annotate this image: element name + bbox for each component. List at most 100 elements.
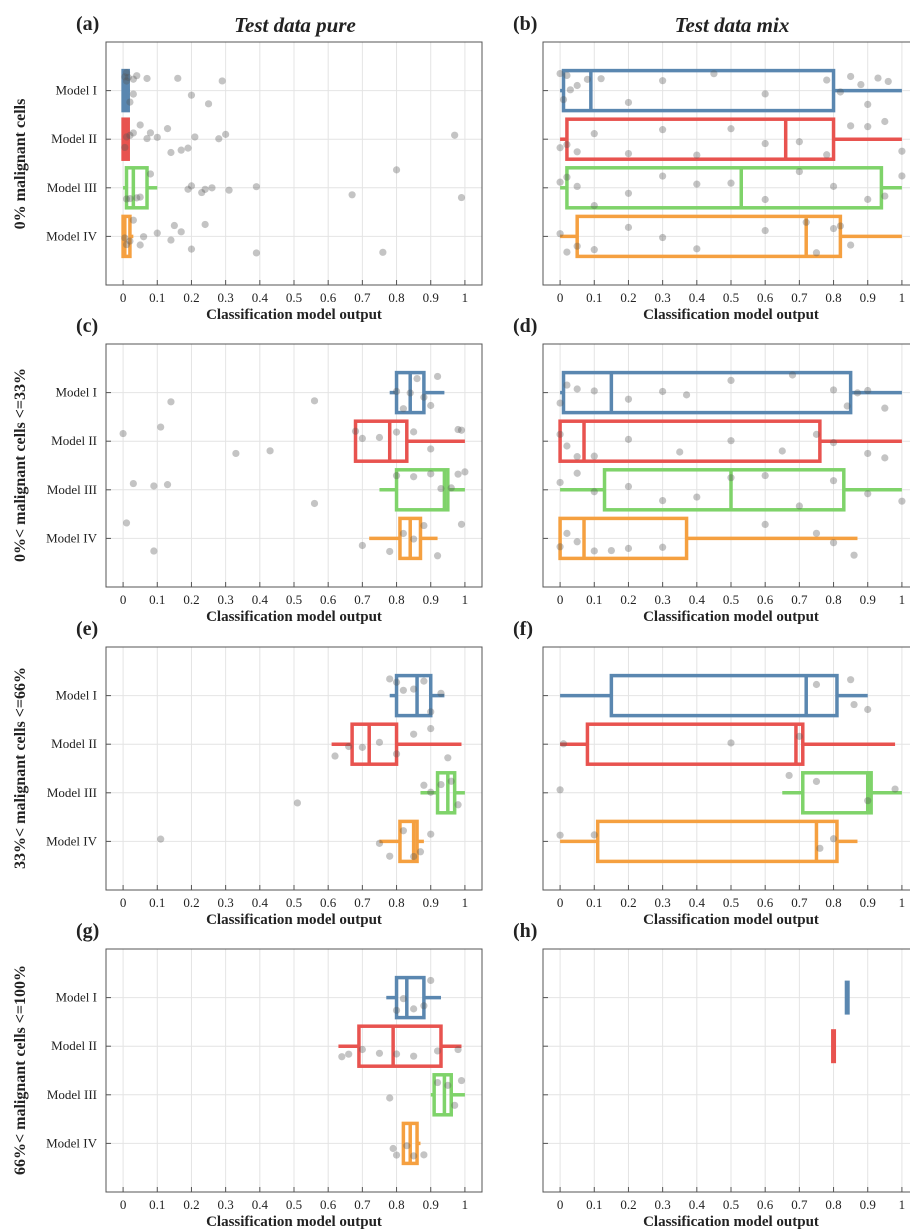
data-point (853, 389, 862, 397)
data-point (143, 74, 151, 83)
data-point (659, 77, 667, 85)
data-point (898, 172, 906, 180)
data-point (410, 428, 418, 436)
row-label-1: 0%< malignant cells <=33% (12, 368, 29, 562)
x-tick-label: 0.4 (252, 592, 269, 607)
data-point (829, 539, 838, 547)
data-point (563, 381, 571, 389)
data-point (399, 405, 407, 413)
x-tick-label: 1 (462, 1197, 469, 1212)
x-tick-label: 0.3 (218, 592, 234, 607)
box (558, 419, 822, 463)
data-point (413, 375, 421, 383)
series-model-iii (122, 166, 466, 210)
data-point (392, 678, 401, 686)
data-point (583, 75, 592, 83)
data-point (201, 220, 209, 229)
x-tick-label: 0.7 (791, 1197, 808, 1212)
panel-a: 0 0.1 0.2 0.3 0.4 0.5 0.6 0.7 0.8 0.9 1 Classificat… (46, 13, 483, 323)
data-point (624, 482, 633, 491)
x-tick-label: 0.1 (586, 895, 602, 910)
series-model-i (556, 370, 902, 415)
data-point (122, 519, 131, 527)
x-tick-label: 0.1 (149, 290, 165, 305)
data-point (693, 493, 701, 501)
category-label: Model III (47, 785, 97, 800)
x-tick-label: 1 (462, 895, 469, 910)
data-point (556, 543, 564, 551)
x-tick-label: 0.2 (620, 290, 636, 305)
x-tick-label: 0.4 (689, 290, 706, 305)
x-axis-label: Classification model output (206, 1214, 382, 1230)
data-point (590, 130, 598, 138)
x-tick-label: 0.5 (286, 895, 302, 910)
data-point (420, 1151, 428, 1159)
data-point (444, 1081, 452, 1089)
data-point (847, 241, 855, 249)
x-tick-label: 0.7 (354, 1197, 371, 1212)
data-point (386, 1094, 394, 1102)
data-point (410, 1052, 418, 1060)
data-point (420, 521, 428, 530)
panel-e: 0 0.1 0.2 0.3 0.4 0.5 0.6 0.7 0.8 0.9 1 Classificat… (46, 618, 483, 928)
series-model-iv (556, 819, 858, 864)
data-point (693, 151, 701, 159)
data-point (693, 245, 701, 253)
data-point (122, 240, 131, 249)
series-model-iv (556, 516, 858, 561)
data-point (457, 1076, 466, 1085)
data-point (146, 129, 155, 137)
x-tick-label: 0.6 (757, 592, 774, 607)
data-point (727, 376, 735, 385)
data-point (454, 801, 462, 809)
data-point (375, 738, 384, 746)
data-point (170, 221, 178, 230)
data-point (444, 754, 452, 762)
data-point (403, 1142, 411, 1150)
data-point (457, 520, 466, 528)
x-tick-label: 0.5 (286, 1197, 302, 1212)
data-point (795, 138, 803, 146)
data-point (232, 449, 240, 458)
data-point (392, 750, 401, 758)
data-point (785, 771, 793, 780)
x-tick-label: 0 (120, 290, 127, 305)
x-tick-label: 0.8 (388, 592, 404, 607)
box (350, 722, 399, 766)
data-point (399, 686, 407, 694)
x-tick-label: 0.3 (218, 290, 234, 305)
x-tick-label: 0 (120, 592, 127, 607)
data-point (457, 193, 466, 202)
plot-frame (542, 948, 910, 1193)
data-point (427, 788, 435, 796)
data-point (829, 477, 838, 485)
series-model-i (560, 673, 872, 718)
category-label: Model II (51, 736, 97, 751)
data-point (812, 777, 821, 786)
row-label-2: 33%< malignant cells <=66% (12, 667, 29, 869)
data-point (416, 848, 425, 856)
series-model-i (167, 370, 445, 415)
data-point (215, 135, 223, 143)
data-point (358, 1045, 366, 1054)
x-tick-label: 0 (120, 895, 127, 910)
panel-c: 0 0.1 0.2 0.3 0.4 0.5 0.6 0.7 0.8 0.9 1 Classificat… (46, 315, 483, 625)
data-point (864, 490, 872, 498)
category-label: Model II (51, 131, 97, 146)
box (565, 166, 884, 210)
data-point (676, 448, 684, 456)
data-point (556, 430, 564, 438)
x-tick-label: 0.8 (825, 290, 841, 305)
data-point (847, 122, 855, 130)
row-label-0: 0% malignant cells (12, 99, 29, 230)
x-tick-label: 0 (557, 290, 564, 305)
box (561, 370, 853, 415)
data-point (153, 229, 161, 237)
data-point (847, 676, 855, 684)
data-point (310, 499, 319, 508)
series-model-iv (389, 1121, 428, 1166)
x-tick-label: 0.7 (354, 895, 371, 910)
category-label: Model II (51, 1038, 97, 1053)
panel-letter: (g) (76, 920, 99, 942)
data-point (556, 230, 564, 238)
